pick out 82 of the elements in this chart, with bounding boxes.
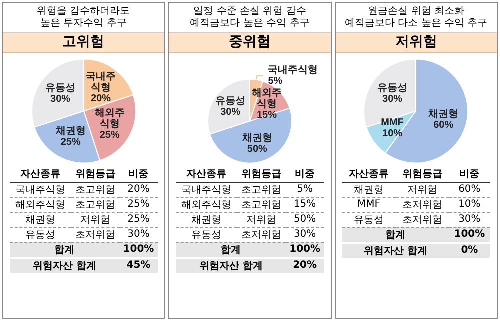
text: 100%: [120, 242, 158, 258]
text: 합계: [176, 242, 286, 258]
text: 자산종류: [342, 167, 396, 182]
category-label: 유동성: [354, 214, 384, 226]
text: 저위험: [336, 33, 497, 53]
text: 비중: [120, 167, 158, 182]
data-label: 25%: [60, 137, 81, 148]
data-label: 30%: [220, 107, 241, 118]
text: 초고위험: [237, 197, 286, 212]
slice-label: 채권형: [428, 109, 459, 120]
slice-label: 채권형: [54, 126, 86, 138]
slice-label: MMF: [381, 117, 404, 128]
slice-label: 유동성: [216, 96, 246, 108]
text: 15%: [294, 199, 316, 210]
text: 위험자산 합계: [176, 258, 286, 274]
text: 합계: [342, 227, 450, 242]
chart-subtitle: 고위험: [3, 33, 164, 53]
chart-title: 원금손실 위험 최소화 예적금보다 다소 높은 수익 추구: [336, 3, 497, 33]
text: 30%: [128, 229, 150, 240]
text: 저위험: [396, 182, 450, 197]
data-label: 20%: [90, 93, 111, 104]
category-label: 유동성: [25, 230, 56, 240]
slice-label: 국내주식형: [268, 64, 318, 76]
text: 비중: [449, 167, 490, 182]
text: 초저위험: [70, 227, 120, 242]
text: 위험자산 합계: [342, 242, 450, 258]
text: 초저위험: [237, 227, 286, 242]
text: 20%: [286, 258, 324, 274]
text: 25%: [128, 199, 150, 210]
data-label: 10%: [382, 128, 403, 140]
data-label: 25%: [99, 130, 120, 141]
chart-title: 위험을 감수하더라도 높은 투자수익 추구: [3, 3, 164, 33]
slice-label: 해외주식형: [94, 108, 124, 130]
category-label: 해외주식형: [15, 200, 66, 210]
text: 50%: [294, 214, 316, 225]
text: 위험등급: [237, 167, 286, 182]
slice-label: 유동성: [45, 83, 76, 94]
category-label: 유동성: [192, 230, 222, 240]
chart-subtitle: 중위험: [169, 33, 331, 53]
text: 초고위험: [70, 197, 120, 212]
data-label: 30%: [50, 94, 70, 106]
text: 45%: [120, 258, 158, 274]
text: 20%: [128, 184, 150, 195]
category-label: 해외주식형: [182, 200, 232, 210]
text: 위험자산 합계: [10, 258, 120, 274]
text: 0%: [449, 242, 490, 258]
text: 25%: [128, 214, 150, 225]
slice-label: 채권형: [342, 182, 396, 197]
data-label: 30%: [382, 94, 403, 106]
text: 100%: [286, 242, 324, 258]
text: 10%: [458, 199, 481, 210]
text: 위험등급: [396, 167, 450, 182]
text: 자산종류: [10, 167, 71, 182]
data-label: 60%: [434, 120, 454, 132]
text: 초저위험: [396, 197, 450, 212]
text: 100%: [449, 227, 490, 242]
data-label: 5%: [268, 76, 283, 87]
slice-label: 해외주식형: [252, 88, 282, 110]
data-label: 15%: [256, 110, 278, 121]
category-label: 국내주식형: [15, 184, 66, 196]
text: 초저위험: [396, 212, 450, 227]
text: 초고위험: [70, 182, 120, 197]
text: 초고위험: [237, 182, 286, 197]
text: 저위험: [237, 212, 286, 227]
slice-label: 채권형: [241, 133, 272, 144]
category-label: 국내주식형: [182, 184, 232, 196]
slice-label: 유동성: [378, 83, 408, 94]
category-label: MMF: [357, 199, 380, 210]
text: 저위험: [70, 212, 120, 227]
text: 30%: [458, 214, 481, 225]
text: 자산종류: [176, 167, 238, 182]
text: 비중: [286, 167, 324, 182]
data-label: 50%: [247, 144, 268, 156]
slice-label: 국내주식형: [86, 71, 116, 94]
category-label: 채권형: [192, 214, 222, 226]
text: 30%: [294, 229, 316, 240]
category-label: 채권형: [25, 214, 56, 226]
text: 합계: [10, 242, 120, 258]
text: 5%: [297, 184, 313, 195]
text: 60%: [458, 184, 481, 195]
text: 위험등급: [70, 167, 120, 182]
chart-title: 일정 수준 손실 위험 감수 예적금보다 높은 수익 추구: [169, 3, 331, 33]
